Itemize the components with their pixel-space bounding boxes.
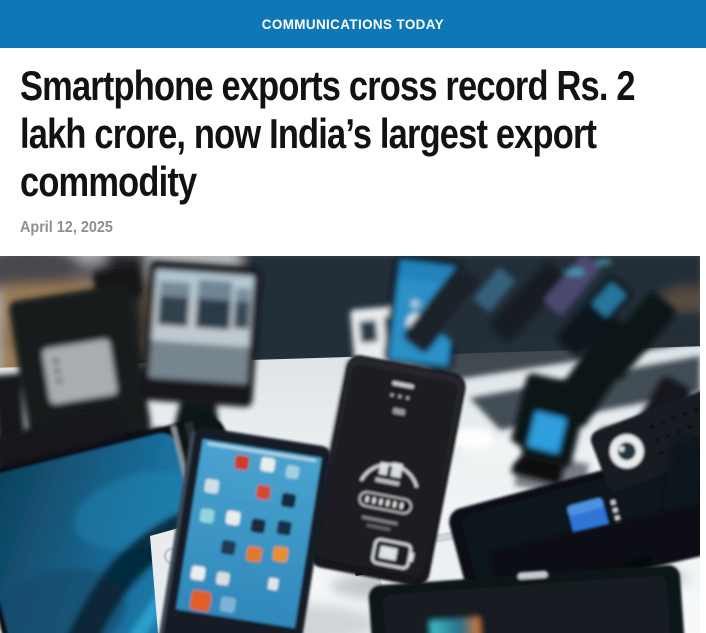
article-date: April 12, 2025 bbox=[20, 219, 113, 236]
headline-line-3: commodity bbox=[20, 158, 197, 205]
app-grid-phone bbox=[156, 427, 331, 633]
hero-phone-screen-ui bbox=[358, 381, 419, 570]
camera-keypad-phone bbox=[590, 375, 700, 491]
smartphone-display-photo bbox=[0, 256, 700, 633]
hero-phone bbox=[306, 355, 466, 586]
article-headline: Smartphone exports cross record Rs. 2 la… bbox=[20, 62, 635, 206]
masthead-banner[interactable]: COMMUNICATIONS TODAY bbox=[0, 0, 706, 48]
headline-line-2: lakh crore, now India’s largest export bbox=[20, 110, 597, 157]
bottom-flat-phone-lower bbox=[368, 565, 685, 633]
headline-line-1: Smartphone exports cross record Rs. 2 bbox=[20, 62, 635, 109]
right-mat-phone-1 bbox=[550, 317, 642, 428]
photo-illustration bbox=[0, 256, 700, 633]
app-grid-icons bbox=[189, 442, 317, 613]
masthead-title[interactable]: COMMUNICATIONS TODAY bbox=[261, 16, 445, 32]
